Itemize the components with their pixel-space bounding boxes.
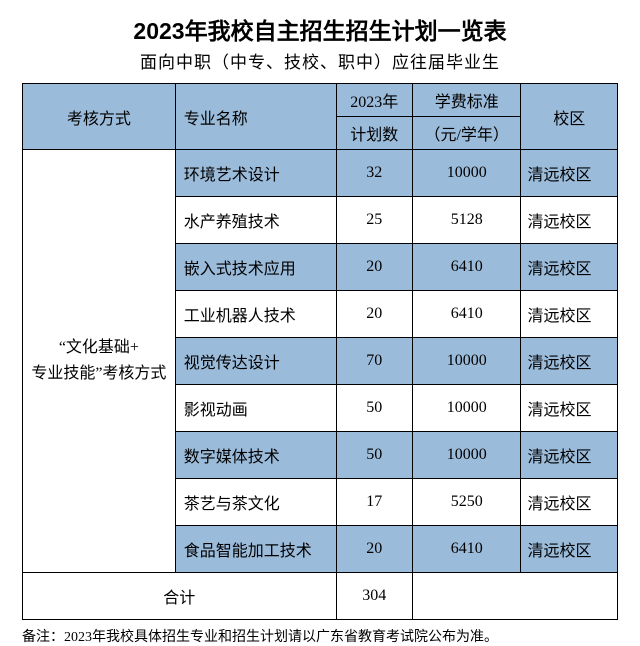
cell-campus: 清远校区 — [521, 291, 618, 338]
cell-campus: 清远校区 — [521, 244, 618, 291]
cell-major: 数字媒体技术 — [175, 432, 336, 479]
cell-fee: 5250 — [412, 479, 521, 526]
cell-major: 嵌入式技术应用 — [175, 244, 336, 291]
cell-plan: 50 — [336, 432, 412, 479]
cell-campus: 清远校区 — [521, 479, 618, 526]
cell-fee: 10000 — [412, 150, 521, 197]
th-major: 专业名称 — [175, 84, 336, 150]
total-blank — [412, 573, 617, 620]
cell-campus: 清远校区 — [521, 197, 618, 244]
th-plan-top: 2023年 — [336, 84, 412, 117]
cell-major: 环境艺术设计 — [175, 150, 336, 197]
cell-major: 视觉传达设计 — [175, 338, 336, 385]
th-campus: 校区 — [521, 84, 618, 150]
cell-plan: 20 — [336, 291, 412, 338]
total-label: 合计 — [23, 573, 337, 620]
cell-major: 影视动画 — [175, 385, 336, 432]
th-fee-sub: （元/学年） — [412, 117, 521, 150]
cell-campus: 清远校区 — [521, 385, 618, 432]
method-line1: “文化基础+ — [59, 339, 139, 356]
method-cell: “文化基础+ 专业技能”考核方式 — [23, 150, 176, 573]
th-method: 考核方式 — [23, 84, 176, 150]
page-subtitle: 面向中职（中专、技校、职中）应往届毕业生 — [22, 48, 618, 73]
plan-table: 考核方式 专业名称 2023年 学费标准 校区 计划数 （元/学年） “文化基础… — [22, 83, 618, 620]
th-fee-top: 学费标准 — [412, 84, 521, 117]
cell-campus: 清远校区 — [521, 432, 618, 479]
table-head: 考核方式 专业名称 2023年 学费标准 校区 计划数 （元/学年） — [23, 84, 618, 150]
cell-fee: 6410 — [412, 291, 521, 338]
total-row: 合计 304 — [23, 573, 618, 620]
total-value: 304 — [336, 573, 412, 620]
cell-plan: 50 — [336, 385, 412, 432]
cell-plan: 70 — [336, 338, 412, 385]
cell-campus: 清远校区 — [521, 526, 618, 573]
cell-plan: 32 — [336, 150, 412, 197]
table-body: “文化基础+ 专业技能”考核方式 环境艺术设计 32 10000 清远校区 水产… — [23, 150, 618, 620]
cell-plan: 17 — [336, 479, 412, 526]
method-line2: 专业技能”考核方式 — [31, 365, 166, 382]
page-container: 2023年我校自主招生招生计划一览表 面向中职（中专、技校、职中）应往届毕业生 … — [0, 0, 640, 620]
cell-plan: 20 — [336, 526, 412, 573]
page-title: 2023年我校自主招生招生计划一览表 — [22, 12, 618, 46]
cell-fee: 5128 — [412, 197, 521, 244]
th-plan-sub: 计划数 — [336, 117, 412, 150]
cell-major: 茶艺与茶文化 — [175, 479, 336, 526]
cell-fee: 10000 — [412, 432, 521, 479]
cell-campus: 清远校区 — [521, 338, 618, 385]
footnote: 备注：2023年我校具体招生专业和招生计划请以广东省教育考试院公布为准。 — [0, 620, 640, 646]
cell-fee: 6410 — [412, 244, 521, 291]
cell-major: 工业机器人技术 — [175, 291, 336, 338]
cell-major: 水产养殖技术 — [175, 197, 336, 244]
cell-fee: 10000 — [412, 338, 521, 385]
table-row: “文化基础+ 专业技能”考核方式 环境艺术设计 32 10000 清远校区 — [23, 150, 618, 197]
cell-plan: 25 — [336, 197, 412, 244]
cell-campus: 清远校区 — [521, 150, 618, 197]
cell-fee: 6410 — [412, 526, 521, 573]
cell-plan: 20 — [336, 244, 412, 291]
cell-major: 食品智能加工技术 — [175, 526, 336, 573]
cell-fee: 10000 — [412, 385, 521, 432]
